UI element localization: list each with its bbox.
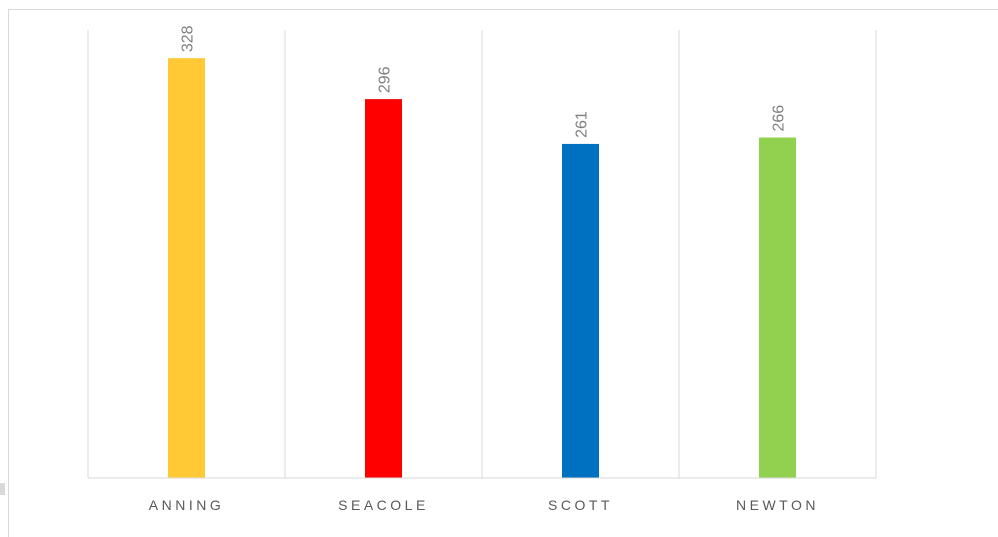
- bar-newton: [759, 137, 796, 478]
- tick-label-seacole: SEACOLE: [338, 497, 429, 513]
- data-label-newton: 266: [771, 105, 788, 132]
- tick-label-scott: SCOTT: [548, 497, 613, 513]
- tick-label-anning: ANNING: [149, 497, 224, 513]
- data-labels: 328 296 261 266: [180, 25, 788, 138]
- gridlines: [87, 30, 877, 478]
- chart-edge-marker: [0, 483, 5, 495]
- data-label-seacole: 296: [377, 66, 394, 93]
- x-axis-tick-labels: ANNING SEACOLE SCOTT NEWTON: [149, 497, 819, 513]
- bar-seacole: [365, 99, 402, 479]
- tick-label-newton: NEWTON: [736, 497, 819, 513]
- data-label-anning: 328: [180, 25, 197, 52]
- chart-frame: [8, 9, 998, 537]
- data-label-scott: 261: [574, 111, 591, 138]
- bar-scott: [562, 143, 599, 479]
- bar-anning: [168, 58, 205, 478]
- bars: [168, 58, 796, 479]
